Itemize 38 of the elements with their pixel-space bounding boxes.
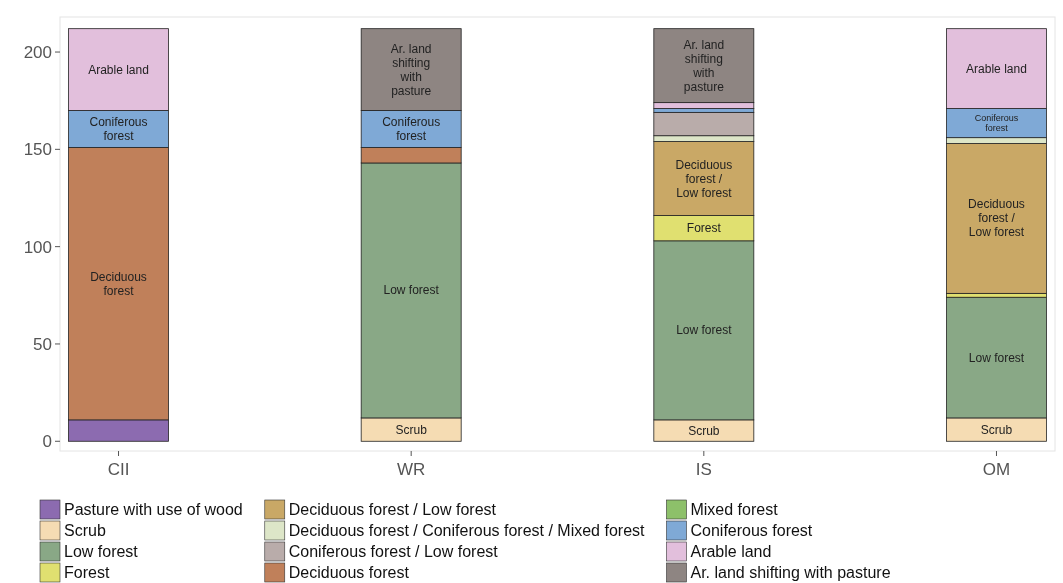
legend-label: Deciduous forest / Low forest [288,501,497,518]
legend-label: Deciduous forest [288,564,410,581]
text: Deciduous forest / Low forest [968,197,1025,240]
text: Arable land [966,61,1027,76]
text: Ar. land shifting with pasture [683,37,725,94]
y-tick-label: 50 [33,334,52,354]
y-tick-label: 200 [23,43,52,63]
text: Forest [686,221,721,236]
legend-label: Ar. land shifting with pasture [690,564,891,581]
y-tick-label: 100 [23,237,52,257]
legend-label: Pasture with use of wood [64,501,243,518]
legend-label: Mixed forest [690,501,779,518]
legend-label: Low forest [64,543,139,560]
y-tick-label: 0 [42,432,52,452]
text: Low forest [968,350,1025,365]
text: Coniferous forest [89,114,148,143]
x-tick-label: WR [397,460,426,479]
text: Scrub [980,422,1013,437]
text: Deciduous forest / Low forest [675,157,733,200]
legend-label: Coniferous forest / Low forest [288,543,499,560]
x-tick-label: IS [695,460,712,479]
y-tick-label: 150 [23,140,52,160]
legend-label: Forest [64,564,110,581]
legend-label: Deciduous forest / Coniferous forest / Mixed forest [288,522,646,539]
legend-label: Coniferous forest [690,522,813,539]
text: Scrub [395,422,427,437]
x-tick-label: CII [107,460,130,479]
legend-label: Scrub [64,522,106,539]
text: Scrub [688,423,720,438]
text: Ar. land shifting with pasture [390,41,432,98]
legend-label: Arable land [690,543,772,560]
text: Coniferous forest [382,114,441,143]
text: Low forest [676,323,732,338]
text: Arable land [88,62,149,77]
text: Low forest [383,283,439,298]
text: Coniferous forest [974,113,1019,134]
text: Deciduous forest [90,269,147,298]
x-tick-label: OM [982,460,1011,479]
